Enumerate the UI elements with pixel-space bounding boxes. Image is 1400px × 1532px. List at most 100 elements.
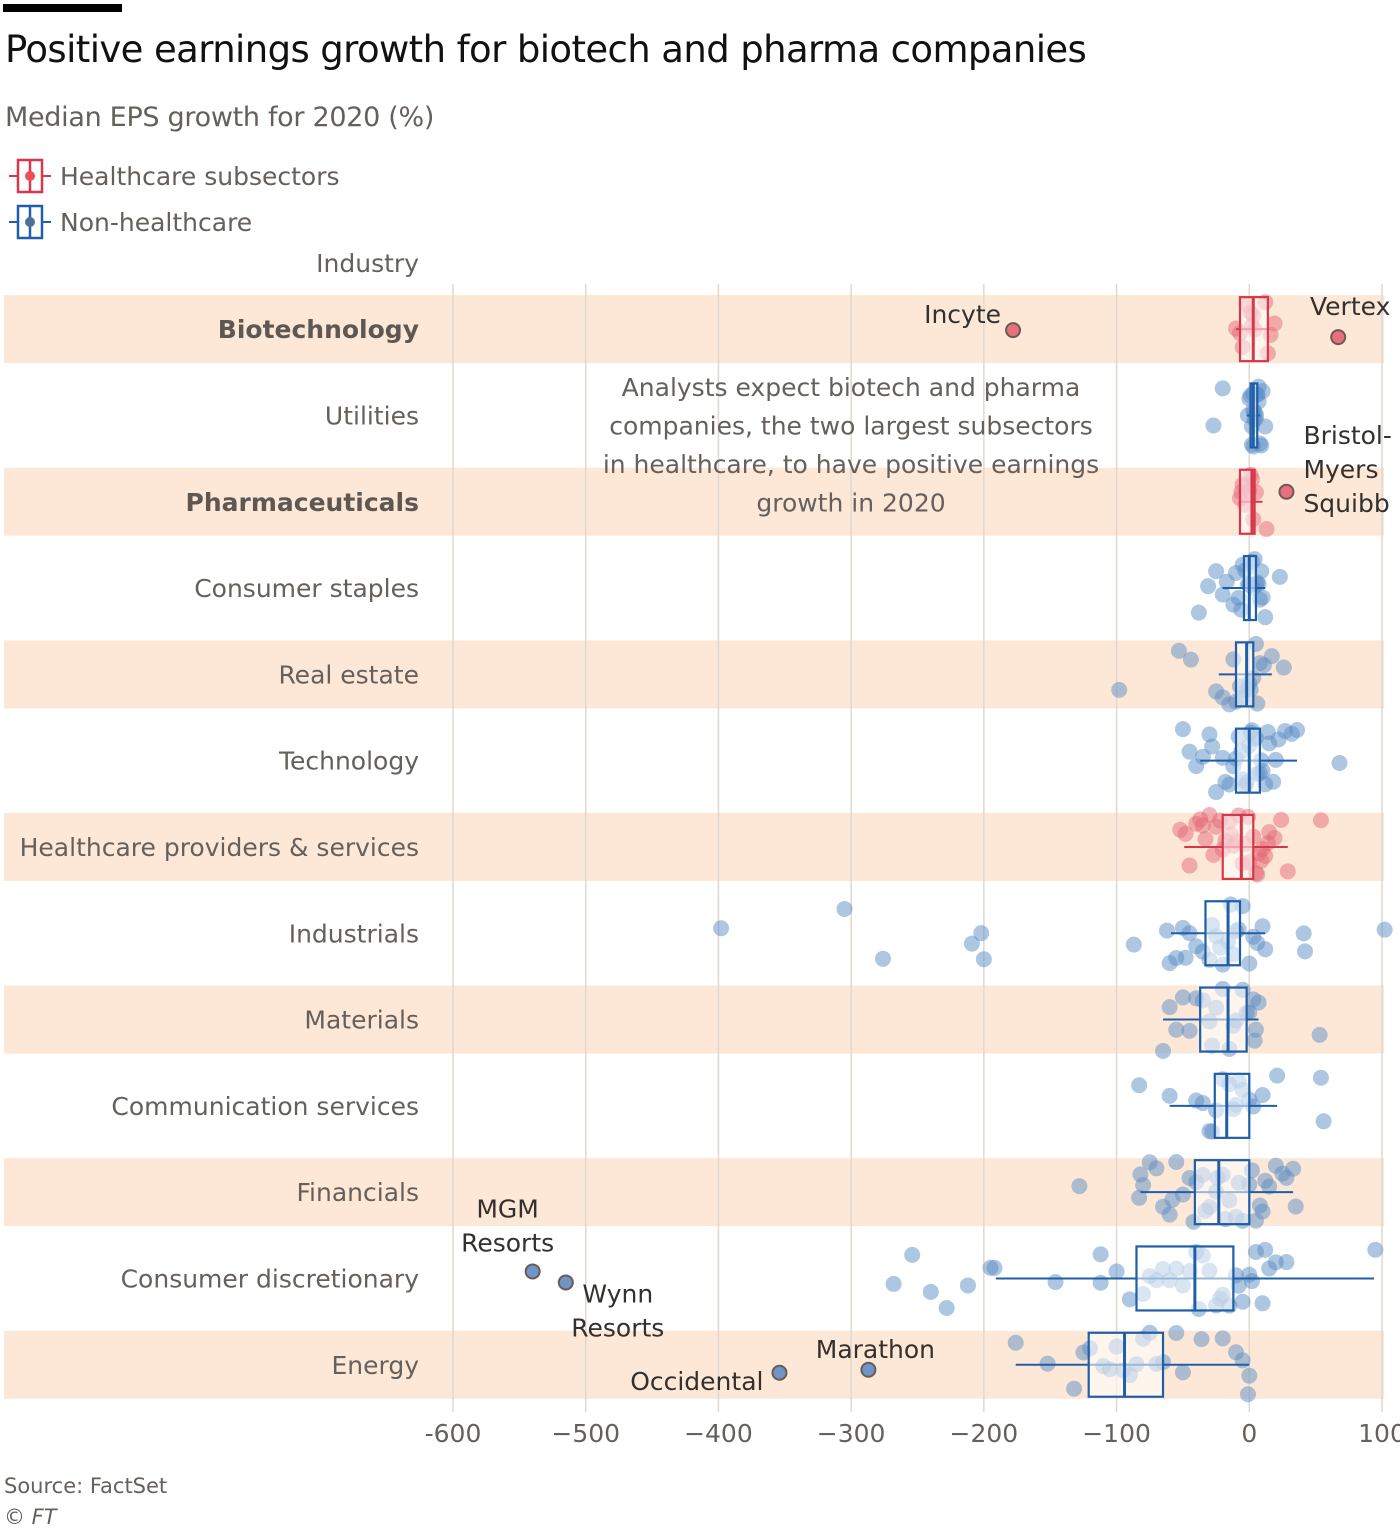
data-point [1208, 818, 1225, 835]
annotation-note-line: growth in 2020 [756, 489, 945, 518]
chart-title: Positive earnings growth for biotech and… [5, 28, 1087, 71]
annotated-point [557, 1274, 574, 1291]
data-point [963, 935, 980, 952]
row-label: Pharmaceuticals [186, 488, 419, 517]
data-point [1279, 863, 1296, 880]
data-point [1250, 994, 1267, 1011]
row-label: Real estate [278, 660, 419, 689]
data-point [1193, 1331, 1210, 1348]
row-pharmaceuticals: Pharmaceuticals [186, 466, 1275, 538]
row-label: Energy [331, 1351, 419, 1380]
data-point [1125, 936, 1142, 953]
data-point [1208, 784, 1225, 801]
data-point [1278, 1254, 1295, 1271]
data-point [938, 1299, 955, 1316]
data-point [1092, 1274, 1109, 1291]
x-tick-label: 0 [1241, 1419, 1257, 1448]
data-point [1047, 1274, 1064, 1291]
row-label: Consumer discretionary [121, 1264, 420, 1293]
row-communication-services: Communication services [111, 1067, 1332, 1140]
chart-subtitle: Median EPS growth for 2020 (%) [5, 102, 435, 133]
data-point [1257, 609, 1274, 626]
iqr-box [1213, 1072, 1251, 1139]
annotated-point [771, 1364, 788, 1381]
boxplot-legend-icon-healthcare [9, 158, 51, 194]
data-point [1182, 651, 1199, 668]
annotation-label: Marathon [816, 1335, 935, 1364]
data-point [1311, 1026, 1328, 1043]
data-point [885, 1275, 902, 1292]
row-label: Materials [304, 1006, 419, 1035]
data-point [1181, 857, 1198, 874]
annotated-point [524, 1263, 541, 1280]
data-point [1254, 1087, 1271, 1104]
row-industrials: Industrials [289, 896, 1393, 973]
rows: Biotechnology Utilities Pharmaceuticals Con… [20, 294, 1393, 1403]
data-point [1239, 1386, 1256, 1403]
row-label: Biotechnology [218, 315, 419, 344]
data-point [1275, 659, 1292, 676]
data-point [1177, 825, 1194, 842]
annotation-note-line: companies, the two largest subsectors [609, 412, 1093, 441]
data-point [1289, 721, 1306, 738]
data-point [1170, 642, 1187, 659]
source-note: Source: FactSet [4, 1474, 168, 1498]
data-point [1228, 564, 1245, 581]
data-point [1174, 721, 1191, 738]
annotation-label: Bristol- [1303, 421, 1391, 450]
data-point [713, 920, 730, 937]
data-point [1251, 1197, 1268, 1214]
chart-note: Analysts expect biotech and pharma compan… [603, 373, 1099, 518]
data-point [975, 951, 992, 968]
x-tick-label: −400 [684, 1419, 753, 1448]
y-axis-title: Industry [316, 249, 419, 278]
annotated-point [860, 1361, 877, 1378]
data-point [1246, 1032, 1263, 1049]
data-point [1071, 1178, 1088, 1195]
row-label: Utilities [325, 401, 419, 430]
x-tick-label: −100 [1082, 1419, 1151, 1448]
data-point [1234, 1352, 1251, 1369]
annotations: Incyte Vertex Bristol- Myers Squibb MGM Resort… [461, 292, 1392, 1396]
row-label: Consumer staples [194, 574, 419, 603]
data-point [1174, 989, 1191, 1006]
row-consumer-staples: Consumer staples [194, 551, 1288, 626]
row-biotechnology: Biotechnology [218, 294, 1283, 363]
data-point [1312, 1069, 1329, 1086]
annotated-point [1005, 322, 1022, 339]
row-band [4, 467, 1384, 536]
legend-label-healthcare: Healthcare subsectors [60, 161, 340, 191]
data-point [1121, 1291, 1138, 1308]
data-point [1257, 1241, 1274, 1258]
row-label: Communication services [111, 1092, 419, 1121]
iqr-box [1199, 986, 1248, 1053]
row-real-estate: Real estate [278, 635, 1292, 713]
data-point [959, 1277, 976, 1294]
data-point [1174, 1364, 1191, 1381]
annotation-label: Squibb [1303, 489, 1389, 518]
data-point [1201, 726, 1218, 743]
annotation-label: Occidental [630, 1367, 763, 1396]
data-point [922, 1283, 939, 1300]
row-consumer-discretionary: Consumer discretionary [121, 1241, 1384, 1318]
row-band [4, 812, 1384, 881]
row-energy: Energy [331, 1324, 1258, 1403]
data-point [1297, 943, 1314, 960]
data-point [836, 900, 853, 917]
annotated-point [1278, 483, 1295, 500]
legend-item-healthcare: Healthcare subsectors [8, 158, 340, 194]
row-bands [4, 295, 1384, 1399]
data-point [1190, 604, 1207, 621]
x-tick-label: −300 [817, 1419, 886, 1448]
data-point [1168, 1021, 1185, 1038]
data-point [1039, 1355, 1056, 1372]
legend-label-non-healthcare: Non-healthcare [60, 207, 253, 237]
annotation-label: Resorts [571, 1313, 664, 1342]
data-point [1312, 812, 1329, 829]
data-point [1376, 921, 1393, 938]
data-point [1295, 925, 1312, 942]
annotation-label: Myers [1303, 455, 1378, 484]
copyright: © FT [4, 1505, 57, 1529]
data-point [1367, 1241, 1384, 1258]
